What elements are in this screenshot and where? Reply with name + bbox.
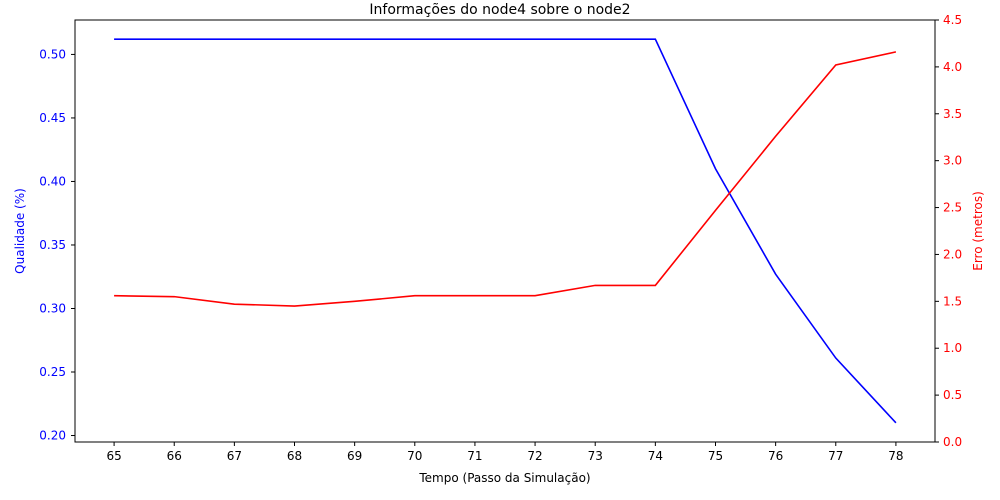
- x-tick-label: 71: [467, 449, 482, 463]
- x-tick-label: 74: [648, 449, 663, 463]
- y-right-tick-label: 0.0: [943, 435, 962, 449]
- plot-area: [74, 19, 936, 443]
- y-right-tick-label: 3.0: [943, 154, 962, 168]
- y-left-tick-label: 0.30: [39, 301, 66, 315]
- series-layer: [114, 38, 897, 424]
- x-axis: 65 66 67 68 69 70 71 72 73 74 75 76 77 78: [106, 442, 904, 463]
- series-line-left: [114, 38, 897, 424]
- y-left-tick-label: 0.20: [39, 429, 66, 443]
- y-left-tick-label: 0.35: [39, 238, 66, 252]
- x-tick-label: 73: [588, 449, 603, 463]
- y-left-tick-label: 0.25: [39, 365, 66, 379]
- y-left-tick-label: 0.45: [39, 111, 66, 125]
- y-right-tick-label: 1.5: [943, 294, 962, 308]
- series-line-right: [114, 51, 897, 307]
- y-right-tick-label: 4.5: [943, 13, 962, 27]
- y-left-tick-label: 0.50: [39, 47, 66, 61]
- x-tick-label: 66: [167, 449, 182, 463]
- y-left-tick-label: 0.40: [39, 174, 66, 188]
- y-right-tick-label: 0.5: [943, 388, 962, 402]
- y-right-tick-label: 3.5: [943, 107, 962, 121]
- y-right-tick-label: 4.0: [943, 60, 962, 74]
- y-axis-left: 0.20 0.25 0.30 0.35 0.40 0.45 0.50: [39, 47, 75, 443]
- x-axis-label: Tempo (Passo da Simulação): [418, 471, 590, 485]
- y-right-tick-label: 2.0: [943, 247, 962, 261]
- y-right-tick-label: 1.0: [943, 341, 962, 355]
- x-tick-label: 68: [287, 449, 302, 463]
- y-right-tick-label: 2.5: [943, 201, 962, 215]
- y-axis-left-label: Qualidade (%): [13, 188, 27, 274]
- x-tick-label: 69: [347, 449, 362, 463]
- x-tick-label: 67: [227, 449, 242, 463]
- x-tick-label: 77: [828, 449, 843, 463]
- y-axis-right: 0.0 0.5 1.0 1.5 2.0 2.5 3.0 3.5 4.0 4.5: [935, 13, 962, 449]
- y-axis-right-label: Erro (metros): [971, 191, 985, 271]
- x-tick-label: 70: [407, 449, 422, 463]
- x-tick-label: 65: [106, 449, 121, 463]
- x-tick-label: 78: [888, 449, 903, 463]
- x-tick-label: 72: [527, 449, 542, 463]
- x-tick-label: 76: [768, 449, 783, 463]
- chart-title: Informações do node4 sobre o node2: [369, 2, 630, 18]
- x-tick-label: 75: [708, 449, 723, 463]
